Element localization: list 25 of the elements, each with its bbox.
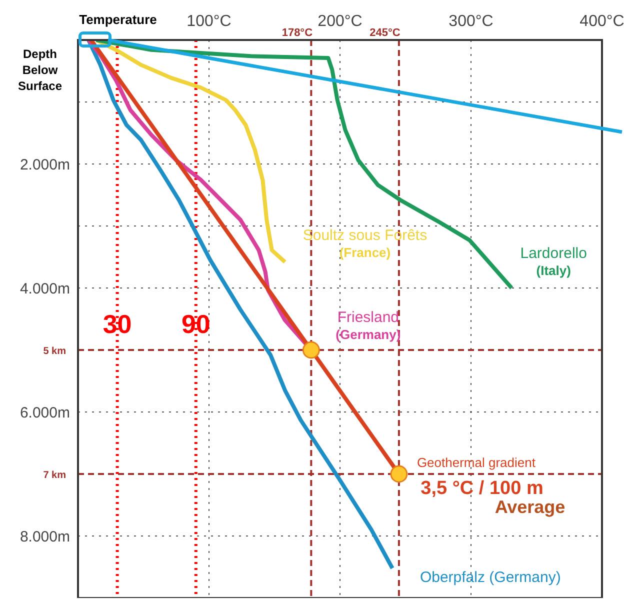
x-tick-label: 400°C [580,13,624,30]
annotation: 3,5 °C / 100 m [420,478,544,499]
ref-line-label: 90 [181,309,210,339]
x-tick-label: 200°C [318,13,362,30]
y-tick-label: 8.000m [20,528,70,546]
series-label: Soultz sous Forêts (France) [302,226,428,260]
y-axis-title: Depth Below Surface [18,47,62,93]
ref-line-label: 30 [102,309,132,339]
ref-line-label: 7 km [43,470,66,481]
x-axis-title: Temperature [79,12,157,27]
point [390,465,408,483]
x-tick-label: 300°C [448,13,494,30]
series-label: Friesland (Germany) [336,309,401,342]
ref-line-label: 178°C [282,27,313,39]
point [302,341,320,359]
series-label: Geothermal gradient [416,455,536,470]
y-tick-label: 4.000m [20,280,70,298]
x-tick-label: 100°C [186,13,232,30]
y-tick-label: 2.000m [20,156,70,174]
ref-line-label: 245°C [370,27,400,39]
series-label: Lardorello (Italy) [520,245,587,278]
series-label: Oberpfalz (Germany) [420,569,561,586]
annotation: Average [494,497,566,517]
y-tick-label: 6.000m [20,404,70,422]
ref-line-label: 5 km [43,346,66,357]
